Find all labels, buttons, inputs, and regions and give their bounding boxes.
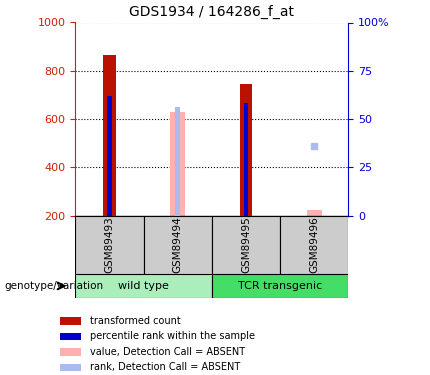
Bar [60,333,80,340]
Text: TCR transgenic: TCR transgenic [238,281,322,291]
Bar [175,108,180,216]
Text: wild type: wild type [118,281,169,291]
Bar [212,274,348,298]
Bar [75,216,144,274]
Bar [212,216,280,274]
Bar [60,363,80,371]
Text: GSM89496: GSM89496 [309,216,319,273]
Text: GSM89494: GSM89494 [172,216,183,273]
Text: GSM89493: GSM89493 [104,216,114,273]
Text: genotype/variation: genotype/variation [4,281,104,291]
Bar [244,103,248,216]
Bar [60,317,80,325]
Bar [107,96,111,216]
Bar [144,216,212,274]
Text: value, Detection Call = ABSENT: value, Detection Call = ABSENT [90,347,245,357]
Bar [170,112,185,216]
Title: GDS1934 / 164286_f_at: GDS1934 / 164286_f_at [129,4,294,19]
Bar [307,210,322,216]
Bar [240,84,252,216]
Text: rank, Detection Call = ABSENT: rank, Detection Call = ABSENT [90,362,240,372]
Bar [103,55,116,216]
Bar [60,348,80,355]
Text: transformed count: transformed count [90,316,181,326]
Bar [280,216,348,274]
Text: GSM89495: GSM89495 [241,216,251,273]
Bar [75,274,212,298]
Text: percentile rank within the sample: percentile rank within the sample [90,332,255,341]
